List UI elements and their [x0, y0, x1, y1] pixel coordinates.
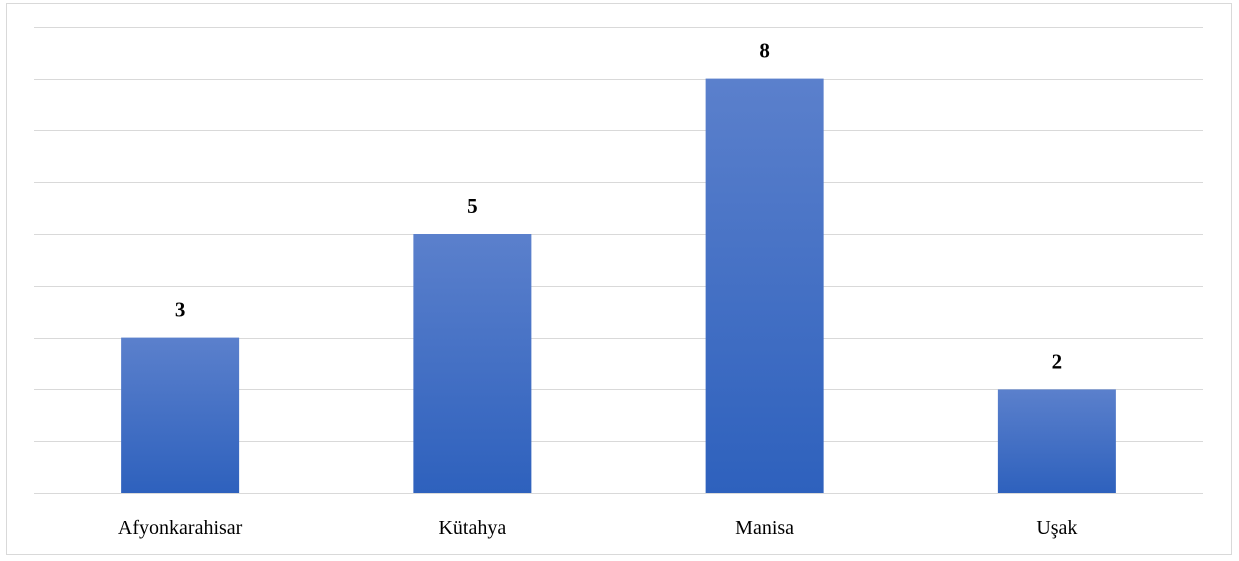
x-axis-tick-labels: Afyonkarahisar Kütahya Manisa Uşak — [118, 517, 1078, 539]
data-labels: 3 5 8 2 — [175, 39, 1062, 374]
bar-manisa — [705, 78, 824, 493]
bar-afyonkarahisar — [121, 337, 240, 493]
data-label: 8 — [759, 39, 770, 63]
data-label: 5 — [467, 194, 478, 218]
data-label: 3 — [175, 298, 186, 322]
data-label: 2 — [1052, 349, 1063, 373]
bar-u-ak — [997, 389, 1116, 493]
x-tick-label: Uşak — [1036, 517, 1077, 539]
bar-k-tahya — [413, 234, 532, 493]
x-tick-label: Manisa — [735, 517, 794, 539]
x-tick-label: Kütahya — [438, 517, 506, 539]
x-tick-label: Afyonkarahisar — [118, 517, 243, 539]
bars — [121, 78, 1116, 493]
